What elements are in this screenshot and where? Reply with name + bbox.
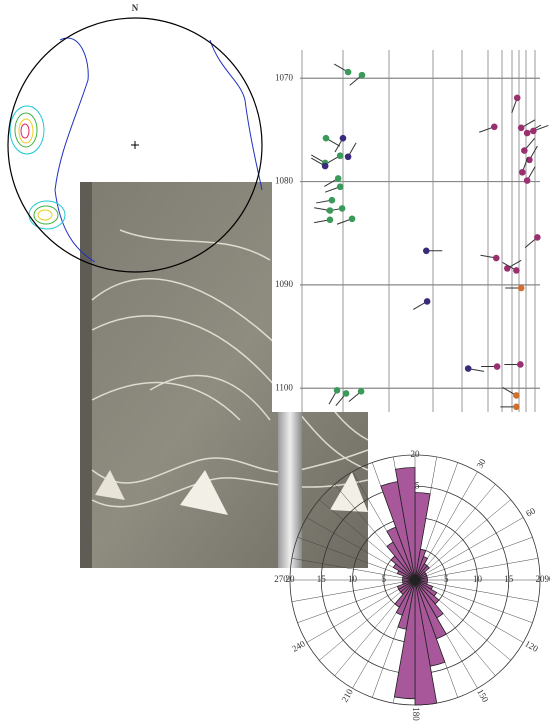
- tadpole-head: [424, 298, 431, 305]
- tadpole-head: [518, 125, 525, 132]
- figure: N 1070108010901100 555101010151515202020…: [0, 0, 550, 722]
- angle-label: 120: [523, 638, 540, 654]
- tadpole-plot: 1070 1080 1090 1100: [272, 40, 550, 412]
- angle-label: 270: [274, 574, 288, 584]
- angle-label: 60: [524, 505, 537, 518]
- ring-label: 15: [504, 574, 514, 584]
- tadpole-head: [513, 267, 520, 274]
- ring-label: 10: [348, 574, 358, 584]
- tadpole-head: [339, 205, 346, 212]
- tadpole-head: [358, 388, 365, 395]
- tadpole-head: [322, 163, 329, 170]
- tadpole-head: [524, 130, 531, 137]
- angle-label: 90: [545, 574, 550, 584]
- angle-label: 180: [411, 707, 421, 721]
- tadpole-head: [345, 69, 352, 76]
- tadpole-head: [465, 365, 472, 372]
- tadpole-head: [337, 152, 344, 159]
- tadpole-head: [493, 255, 500, 262]
- tadpole-head: [530, 128, 537, 135]
- tadpole-head: [513, 392, 520, 399]
- tadpole-head: [524, 177, 531, 184]
- tadpole-head: [494, 363, 501, 370]
- tadpole-head: [327, 207, 334, 214]
- angle-label: 150: [475, 687, 491, 704]
- tadpole-head: [491, 124, 498, 131]
- tadpole-head: [513, 404, 520, 411]
- y-tick-label: 1100: [275, 382, 293, 392]
- tadpole-head: [340, 135, 347, 142]
- tadpole-head: [519, 169, 526, 176]
- tadpole-head: [521, 147, 528, 154]
- tadpole-head: [518, 285, 525, 292]
- tadpole-head: [323, 135, 330, 142]
- angle-label: 30: [475, 457, 488, 470]
- y-tick-label: 1080: [275, 176, 294, 186]
- ring-label: 5: [444, 574, 449, 584]
- y-tick-label: 1070: [275, 72, 294, 82]
- tadpole-head: [359, 72, 366, 79]
- tadpole-head: [517, 361, 524, 368]
- tadpole-head: [343, 390, 350, 397]
- angle-label: 240: [290, 638, 307, 654]
- tadpole-head: [349, 215, 356, 222]
- ring-label: 5: [382, 574, 387, 584]
- tadpole-head: [335, 175, 342, 182]
- ring-label: 20: [411, 449, 421, 459]
- tadpole-head: [514, 95, 521, 102]
- tadpole-head: [534, 234, 541, 241]
- north-label: N: [132, 3, 139, 13]
- tadpole-head: [327, 217, 334, 224]
- tadpole-head: [345, 153, 352, 160]
- ring-label: 10: [473, 574, 483, 584]
- angle-label: 210: [339, 687, 355, 704]
- tadpole-head: [329, 197, 336, 204]
- tadpole-head: [337, 183, 344, 190]
- y-tick-label: 1090: [275, 279, 294, 289]
- tadpole-head: [334, 387, 341, 394]
- tadpole-head: [423, 248, 430, 255]
- ring-label: 15: [317, 574, 327, 584]
